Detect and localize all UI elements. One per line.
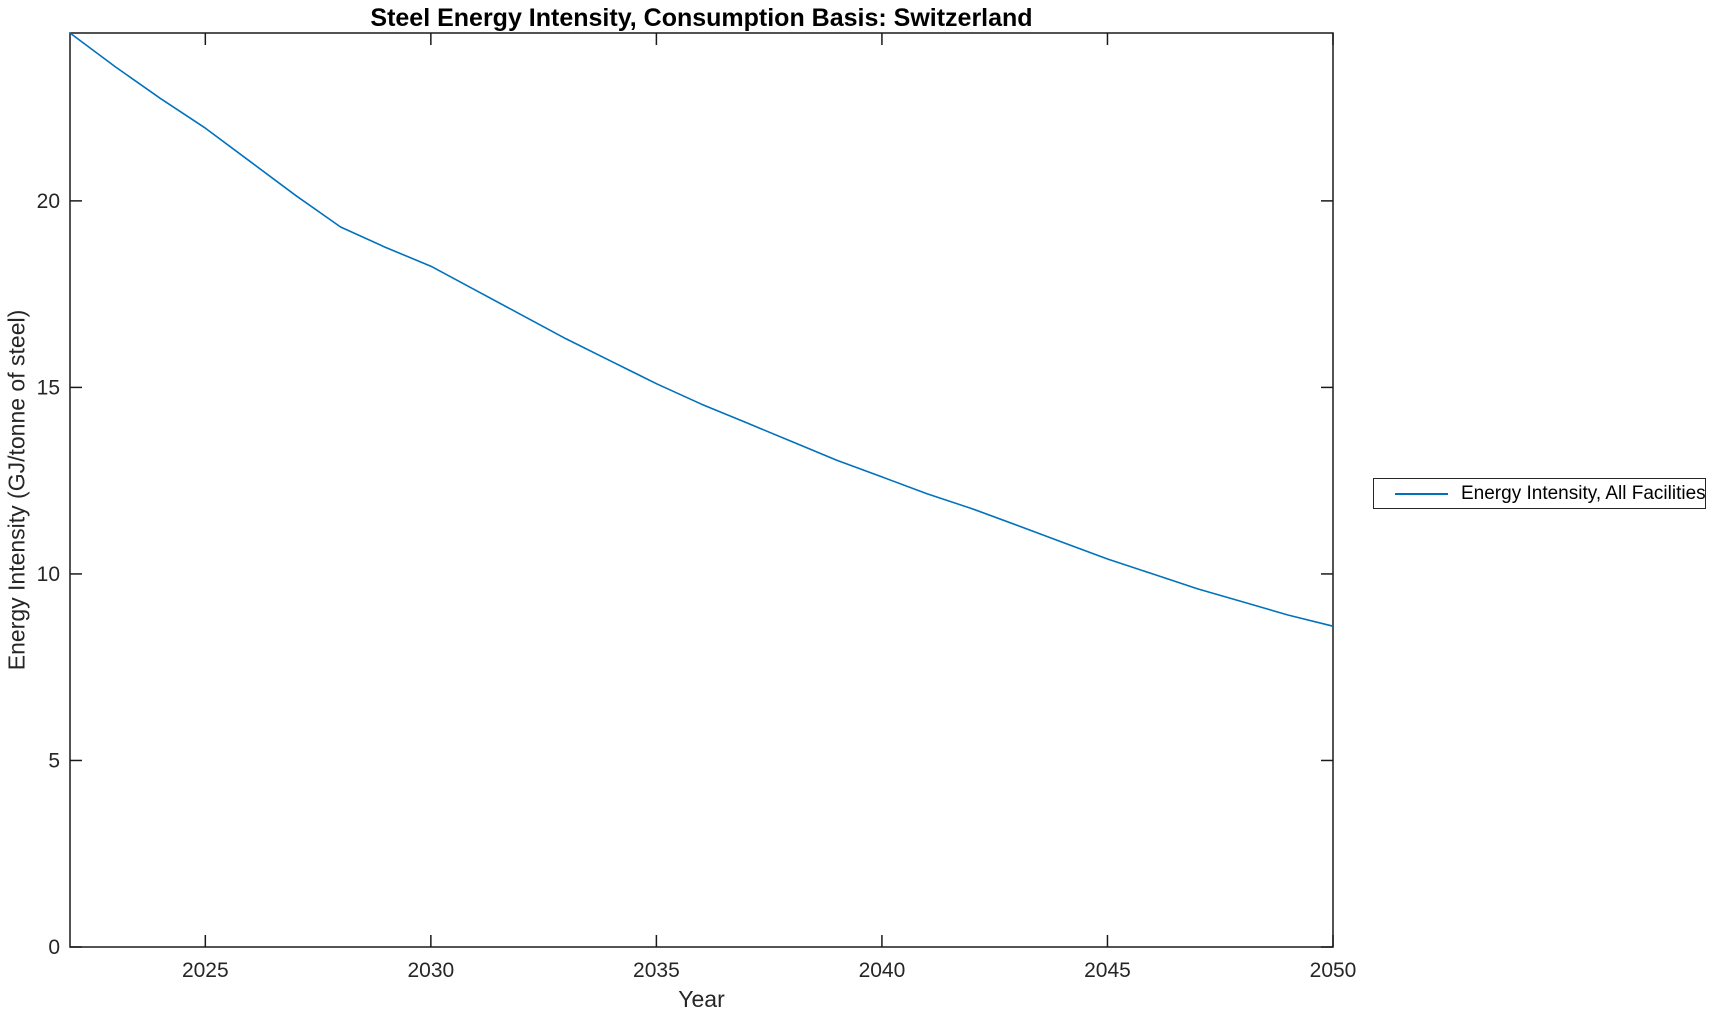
x-tick-label: 2030 — [407, 959, 454, 982]
x-tick-label: 2040 — [859, 959, 906, 982]
legend-series-label: Energy Intensity, All Facilities — [1461, 482, 1706, 504]
chart-title: Steel Energy Intensity, Consumption Basi… — [370, 4, 1033, 32]
legend: Energy Intensity, All Facilities — [1373, 478, 1706, 509]
y-tick-label: 0 — [48, 936, 60, 959]
axes-box — [69, 32, 1334, 948]
x-tick-label: 2025 — [182, 959, 229, 982]
y-axis-label: Energy Intensity (GJ/tonne of steel) — [3, 309, 30, 671]
x-tick-label: 2050 — [1310, 959, 1357, 982]
x-tick-label: 2035 — [633, 959, 680, 982]
legend-line-icon — [1395, 492, 1448, 495]
data-line — [69, 32, 1334, 627]
y-tick-label: 10 — [37, 563, 60, 586]
y-tick-label: 20 — [37, 190, 60, 213]
x-tick-label: 2045 — [1084, 959, 1131, 982]
y-tick-label: 5 — [48, 749, 60, 772]
y-tick-label: 15 — [37, 376, 60, 399]
x-axis-label: Year — [678, 986, 725, 1012]
